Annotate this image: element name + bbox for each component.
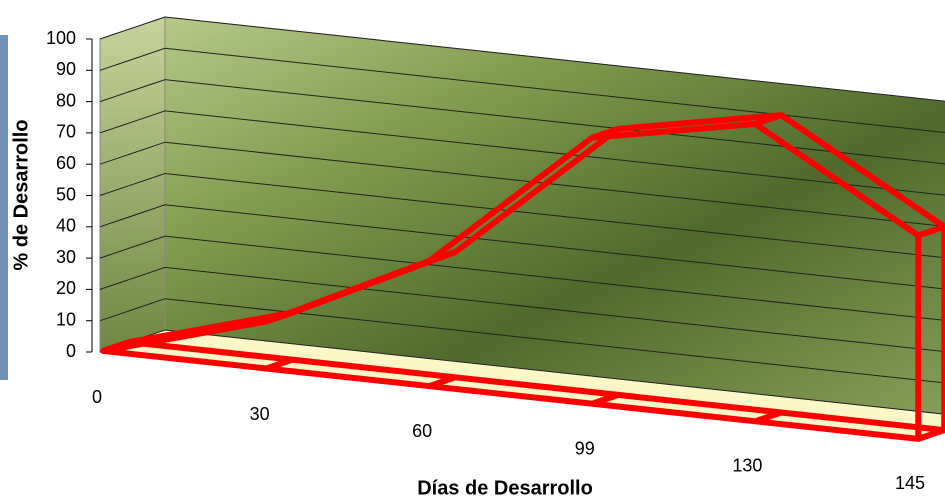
y-tick-label: 20 xyxy=(56,278,76,298)
x-tick-label: 99 xyxy=(575,438,595,458)
y-tick-label: 80 xyxy=(56,90,76,110)
y-tick-label: 40 xyxy=(56,216,76,236)
y-tick-label: 10 xyxy=(56,309,76,329)
y-tick-label: 0 xyxy=(66,341,76,361)
y-tick-label: 60 xyxy=(56,153,76,173)
y-axis-title: % de Desarrollo xyxy=(10,119,32,270)
chart: % de Desarrollo Días de Desarrollo 0 10 20… xyxy=(0,0,945,499)
y-tick-label: 50 xyxy=(56,184,76,204)
y-tick-label: 90 xyxy=(56,59,76,79)
x-tick-label: 145 xyxy=(895,473,925,493)
x-tick-label: 130 xyxy=(732,456,762,476)
x-tick-label: 60 xyxy=(412,421,432,441)
x-axis-title: Días de Desarrollo xyxy=(417,477,593,499)
x-tick-label: 30 xyxy=(250,404,270,424)
y-tick-label: 30 xyxy=(56,247,76,267)
x-tick-label: 0 xyxy=(92,387,102,407)
y-tick-label: 100 xyxy=(46,28,76,48)
y-tick-label: 70 xyxy=(56,122,76,142)
photo-edge xyxy=(0,35,8,380)
